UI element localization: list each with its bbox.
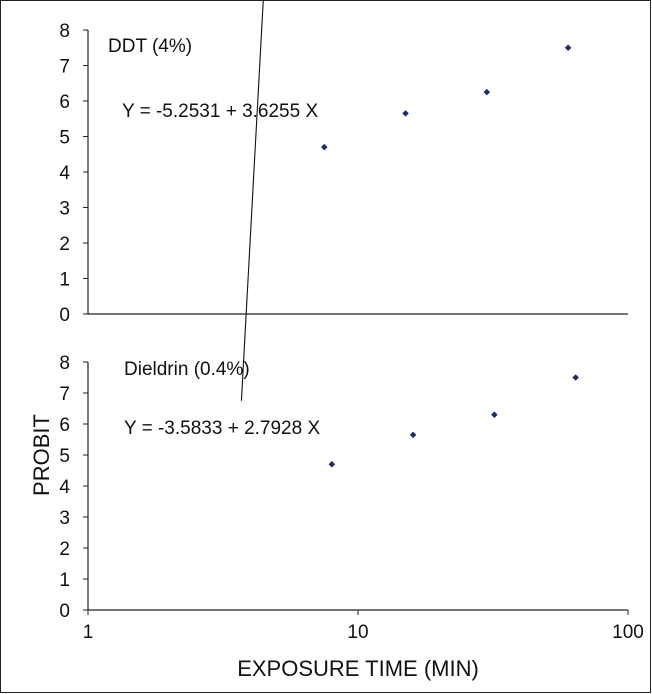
dieldrin-equation: Y = -3.5833 + 2.7928 X xyxy=(124,418,320,439)
dieldrin-fit-line xyxy=(240,0,264,401)
dieldrin-y-tick-label: 8 xyxy=(59,353,70,374)
y-axis-label: PROBIT xyxy=(29,414,54,496)
ddt-y-tick-label: 8 xyxy=(59,21,70,42)
ddt-data-point xyxy=(564,44,572,52)
x-tick-label: 10 xyxy=(347,622,368,643)
dieldrin-data-point xyxy=(491,411,498,418)
dieldrin-y-tick-label: 7 xyxy=(59,384,70,405)
dieldrin-y-tick-label: 5 xyxy=(59,446,70,467)
ddt-points xyxy=(321,44,572,151)
dieldrin-y-tick-label: 6 xyxy=(59,415,70,436)
dieldrin-data-point xyxy=(409,431,417,439)
x-tick-label: 1 xyxy=(83,622,94,643)
ddt-y-tick-label: 1 xyxy=(59,270,70,291)
dieldrin-y-tick-label: 2 xyxy=(59,539,70,560)
ddt-y-tick-label: 3 xyxy=(59,199,70,220)
ddt-y-tick-label: 2 xyxy=(59,234,70,255)
dieldrin-y-ticks: 0 1 2 3 4 5 6 7 8 xyxy=(59,353,88,622)
dieldrin-y-tick-label: 0 xyxy=(59,601,70,622)
ddt-data-point xyxy=(483,88,491,96)
ddt-equation: Y = -5.2531 + 3.6255 X xyxy=(122,101,318,122)
dieldrin-data-point xyxy=(572,374,579,381)
dieldrin-points xyxy=(328,374,579,468)
dieldrin-label: Dieldrin (0.4%) xyxy=(124,359,250,380)
ddt-panel: 0 1 2 3 4 5 6 7 8 DDT (4%) Y = -5.2531 + 3.6255 … xyxy=(59,21,628,326)
dieldrin-y-tick-label: 1 xyxy=(59,570,70,591)
ddt-y-tick-label: 7 xyxy=(59,57,70,78)
dieldrin-x-ticks: 1 10 100 xyxy=(83,610,644,643)
ddt-label: DDT (4%) xyxy=(108,36,192,57)
ddt-y-tick-label: 6 xyxy=(59,92,70,113)
ddt-y-tick-label: 4 xyxy=(59,163,70,184)
dieldrin-y-tick-label: 4 xyxy=(59,477,70,498)
x-tick-label: 100 xyxy=(612,622,644,643)
dieldrin-data-point xyxy=(328,461,336,468)
ddt-data-point xyxy=(321,143,328,151)
dieldrin-y-tick-label: 3 xyxy=(59,508,70,529)
ddt-y-tick-label: 0 xyxy=(59,305,70,326)
ddt-y-ticks: 0 1 2 3 4 5 6 7 8 xyxy=(59,21,88,326)
ddt-data-point xyxy=(402,110,409,117)
ddt-y-tick-label: 5 xyxy=(59,128,70,149)
x-axis-label: EXPOSURE TIME (MIN) xyxy=(237,656,479,681)
